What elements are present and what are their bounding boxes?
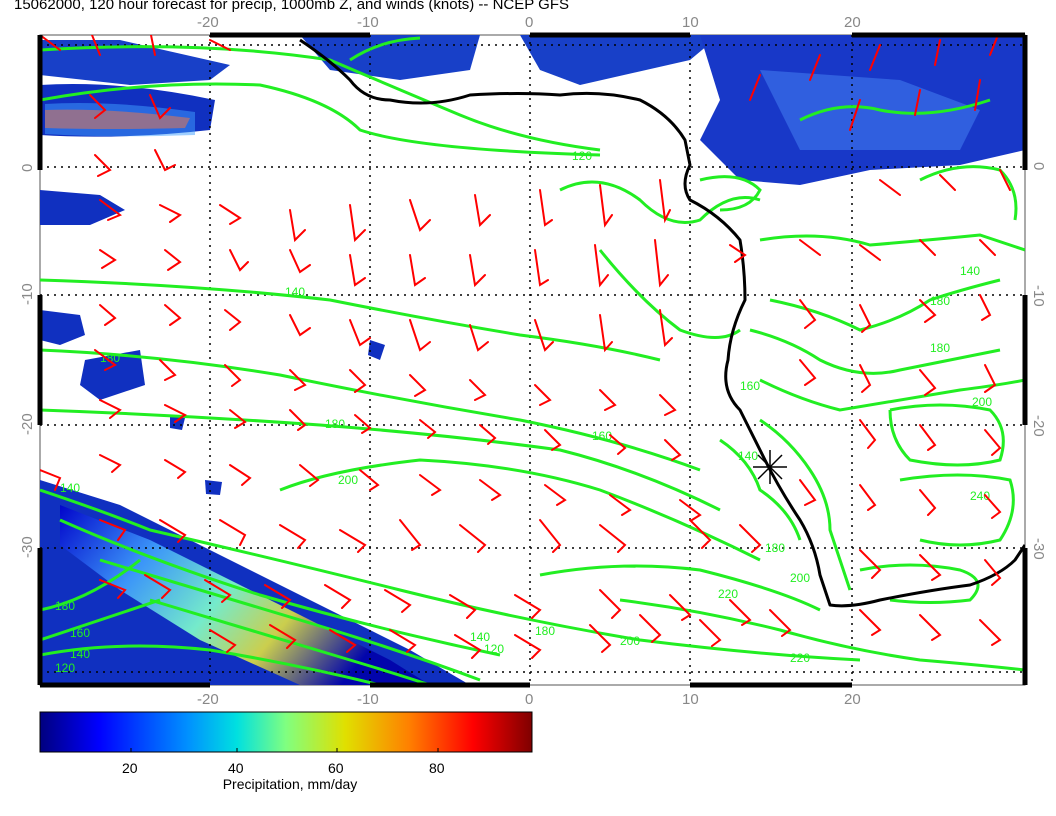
contour-label: 180 [930, 294, 950, 308]
colorbar-tick-label: 40 [228, 760, 244, 776]
lon-tick-label: 20 [844, 691, 861, 708]
coastline [299, 38, 1025, 608]
colorbar-tick-label: 60 [328, 760, 344, 776]
lat-tick-label: -10 [19, 283, 36, 305]
contour-label: 160 [70, 626, 90, 640]
contour-label: 120 [572, 149, 592, 163]
colorbar-tick-label: 20 [122, 760, 138, 776]
contour-labels: 120 140 180 160 200 160 140 180 200 220 … [55, 149, 992, 675]
lon-tick-label: 0 [525, 691, 533, 708]
contour-label: 140 [285, 285, 305, 299]
colorbar-ticks [130, 748, 439, 752]
precip-band-southwest [40, 480, 470, 685]
precip-west-1 [40, 190, 125, 225]
contour-label: 140 [60, 481, 80, 495]
lon-tick-label: -10 [357, 691, 379, 708]
precip-colorbar [39, 711, 533, 753]
contour-label: 120 [484, 642, 504, 656]
precip-band-core [60, 505, 430, 685]
lon-tick-label: 10 [682, 691, 699, 708]
lat-tick-label: 0 [19, 164, 36, 172]
contour-label: 200 [338, 473, 358, 487]
contour-label: 180 [55, 599, 75, 613]
precip-north-3 [520, 35, 720, 85]
lat-tick-label: -30 [19, 536, 36, 558]
contour-label: 200 [790, 571, 810, 585]
contour-label: 140 [960, 264, 980, 278]
contour-label: 180 [325, 417, 345, 431]
bottom-lon-labels: -20 -10 0 10 20 [197, 691, 861, 708]
lat-lon-grid [40, 35, 1025, 685]
contour-label: 140 [738, 449, 758, 463]
height-contours [40, 36, 1025, 685]
lon-tick-label: 20 [844, 14, 861, 31]
precip-island-3 [205, 480, 222, 495]
lon-tick-label: -20 [197, 14, 219, 31]
precip-island-1 [368, 340, 385, 360]
contour-label: 160 [740, 379, 760, 393]
precip-west-3 [80, 350, 145, 400]
station-marker [753, 450, 787, 484]
left-lat-labels: 0 -10 -20 -30 [19, 164, 36, 558]
wind-barbs [40, 35, 1011, 659]
contour-label: 160 [592, 429, 612, 443]
colorbar-tick-label: 80 [429, 760, 445, 776]
contour-label: 120 [55, 661, 75, 675]
precip-north-1 [40, 40, 230, 85]
precip-west-2 [40, 310, 85, 345]
contour-label: 180 [765, 541, 785, 555]
precip-north-2 [300, 35, 480, 80]
contour-label: 200 [972, 395, 992, 409]
contour-label: 220 [718, 587, 738, 601]
contour-label: 140 [470, 630, 490, 644]
contour-label: 180 [100, 351, 120, 365]
lat-tick-label: -20 [19, 413, 36, 435]
map-title: 15062000, 120 hour forecast for precip, … [14, 0, 569, 13]
top-lon-labels: -20 -10 0 10 20 [197, 14, 861, 31]
contour-label: 180 [930, 341, 950, 355]
lat-tick-label: -20 [1030, 415, 1047, 437]
lat-tick-label: -10 [1030, 285, 1047, 307]
lat-tick-label: -30 [1030, 538, 1047, 560]
lon-tick-label: 0 [525, 14, 533, 31]
contour-label: 220 [790, 651, 810, 665]
colorbar-title: Precipitation, mm/day [222, 776, 358, 792]
lat-tick-label: 0 [1030, 162, 1047, 170]
lon-tick-label: -10 [357, 14, 379, 31]
contour-label: 200 [620, 634, 640, 648]
frame-border [37, 32, 1028, 688]
right-lat-labels: 0 -10 -20 -30 [1030, 162, 1047, 560]
contour-label: 140 [70, 647, 90, 661]
lon-tick-label: -20 [197, 691, 219, 708]
lon-tick-label: 10 [682, 14, 699, 31]
contour-label: 180 [535, 624, 555, 638]
contour-label: 240 [970, 489, 990, 503]
precip-northeast-core [760, 70, 980, 150]
